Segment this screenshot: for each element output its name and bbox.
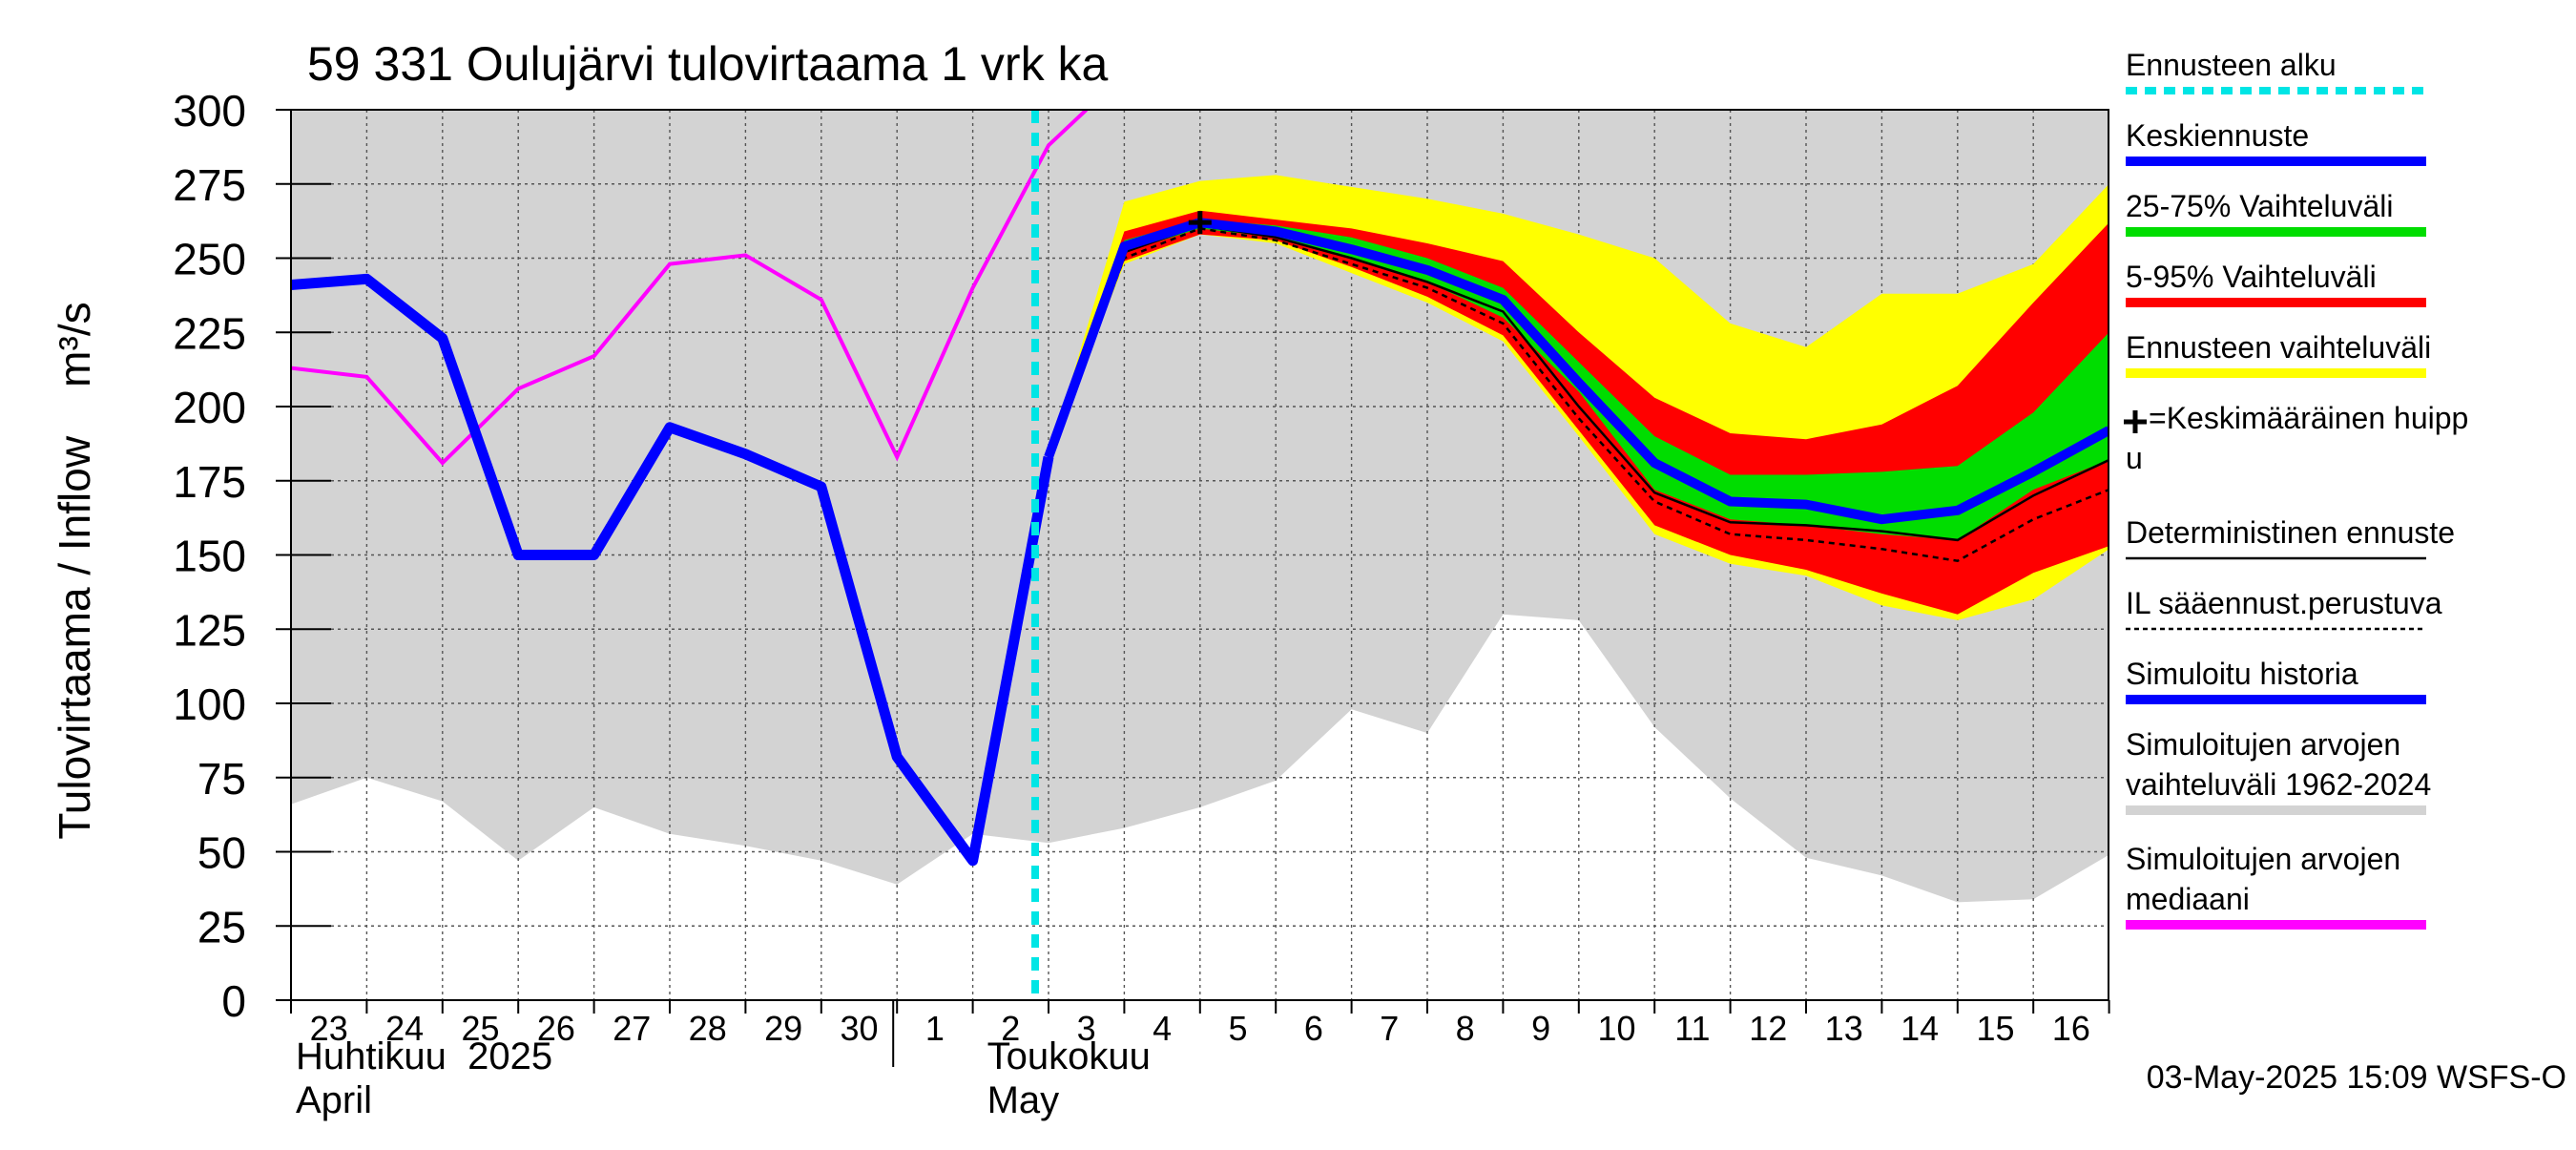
x-tick-label: 30 <box>840 1009 878 1048</box>
y-tick-label: 100 <box>173 680 246 729</box>
y-tick-label: 125 <box>173 605 246 655</box>
legend-item: Simuloitujen arvojen mediaani <box>2126 842 2426 930</box>
y-tick-label: 275 <box>173 160 246 210</box>
y-tick-label: 150 <box>173 532 246 581</box>
y-axis-label: Tulovirtaama / Inflow m³/s <box>50 302 99 839</box>
il-forecast-line <box>1047 227 2109 563</box>
legend: Ennusteen alku Keskiennuste 25-75% Vaihtel… <box>2124 48 2468 930</box>
legend-label: 5-95% Vaihteluväli <box>2126 260 2377 294</box>
x-tick-label: 27 <box>613 1009 651 1048</box>
legend-item: 5-95% Vaihteluväli <box>2126 260 2426 307</box>
mean-forecast-line <box>1044 218 2109 525</box>
x-tick-label: 16 <box>2052 1009 2090 1048</box>
x-tick-label: 1 <box>925 1009 945 1048</box>
y-tick-label: 250 <box>173 235 246 284</box>
y-tick-label: 225 <box>173 308 246 358</box>
y-tick-label: 0 <box>221 976 246 1026</box>
legend-label: Deterministinen ennuste <box>2126 515 2455 550</box>
x-tick-label: 24 <box>385 1009 424 1048</box>
legend-label: Simuloitujen arvojen <box>2126 842 2400 876</box>
x-tick-label: 9 <box>1531 1009 1550 1048</box>
y-tick-label: 200 <box>173 383 246 432</box>
mean-peak-marker <box>1188 211 1212 235</box>
y-tick-label: 300 <box>173 86 246 136</box>
x-tick-label: 15 <box>1976 1009 2014 1048</box>
legend-item: Ennusteen alku <box>2126 48 2426 94</box>
month-label-en: May <box>987 1079 1060 1121</box>
x-tick-label: 4 <box>1153 1009 1172 1048</box>
x-tick-label: 5 <box>1228 1009 1247 1048</box>
month-label-fi: Toukokuu <box>987 1035 1151 1077</box>
legend-item: Simuloitujen arvojen vaihteluväli 1962-20… <box>2126 727 2431 815</box>
legend-label: =Keskimääräinen huipp <box>2149 401 2468 435</box>
legend-label: 25-75% Vaihteluväli <box>2126 189 2393 223</box>
month-label-fi: Huhtikuu 2025 <box>296 1035 552 1077</box>
legend-label: Keskiennuste <box>2126 118 2309 153</box>
legend-item: 25-75% Vaihteluväli <box>2126 189 2426 237</box>
legend-label: Simuloitujen arvojen <box>2126 727 2400 762</box>
y-tick-label: 175 <box>173 457 246 507</box>
median-line <box>291 110 1089 467</box>
legend-item: Simuloitu historia <box>2126 657 2426 704</box>
x-tick-label: 12 <box>1749 1009 1787 1048</box>
x-tick-label: 28 <box>689 1009 727 1048</box>
legend-item: Deterministinen ennuste <box>2126 515 2455 560</box>
x-tick-label: 8 <box>1456 1009 1475 1048</box>
plot-content <box>291 110 2109 1000</box>
x-tick-label: 13 <box>1825 1009 1863 1048</box>
legend-label: Ennusteen alku <box>2126 48 2337 82</box>
legend-item: Keskiennuste <box>2126 118 2426 166</box>
x-tick-label: 10 <box>1597 1009 1635 1048</box>
peak-marker-icon <box>2124 410 2147 433</box>
legend-label: u <box>2126 441 2143 475</box>
x-tick-label: 25 <box>461 1009 499 1048</box>
y-tick-label: 50 <box>197 828 246 878</box>
x-tick-label: 14 <box>1901 1009 1939 1048</box>
legend-item: Ennusteen vaihteluväli <box>2126 330 2431 378</box>
x-tick-label: 3 <box>1077 1009 1096 1048</box>
legend-label: vaihteluväli 1962-2024 <box>2126 767 2431 802</box>
legend-label: Simuloitu historia <box>2126 657 2358 691</box>
legend-item: IL sääennust.perustuva <box>2126 586 2442 631</box>
x-tick-label: 29 <box>764 1009 802 1048</box>
plot-area <box>291 110 2109 1000</box>
legend-label: IL sääennust.perustuva <box>2126 586 2442 620</box>
timestamp-footer: 03-May-2025 15:09 WSFS-O <box>2147 1059 2566 1096</box>
x-tick-label: 6 <box>1304 1009 1323 1048</box>
simulated-history-line <box>291 273 1054 867</box>
x-tick-label: 26 <box>537 1009 575 1048</box>
chart-title: 59 331 Oulujärvi tulovirtaama 1 vrk ka <box>307 37 1108 91</box>
legend-label: Ennusteen vaihteluväli <box>2126 330 2431 365</box>
x-tick-label: 2 <box>1001 1009 1020 1048</box>
x-tick-label: 23 <box>310 1009 348 1048</box>
y-tick-label: 75 <box>197 754 246 804</box>
month-label-en: April <box>296 1079 372 1121</box>
y-tick-label: 25 <box>197 902 246 951</box>
x-tick-label: 7 <box>1380 1009 1399 1048</box>
x-tick-label: 11 <box>1674 1009 1710 1048</box>
legend-label: mediaani <box>2126 882 2250 916</box>
